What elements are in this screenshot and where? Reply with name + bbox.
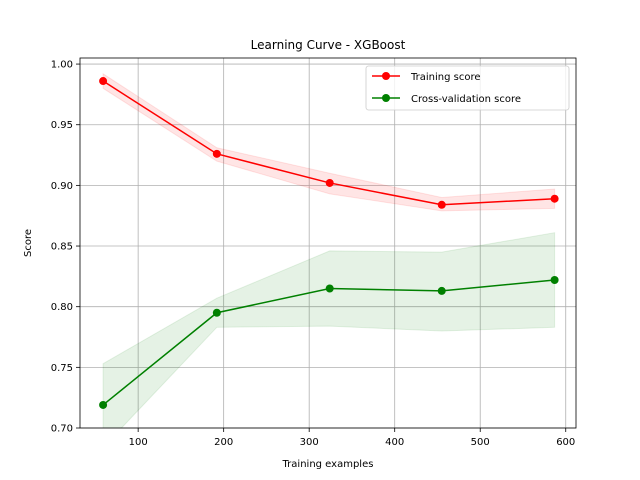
x-tick-label: 400 [385, 437, 404, 448]
legend-cv-score-label: Cross-validation score [411, 94, 521, 105]
y-axis-ticks: 0.70 0.75 0.80 0.85 0.90 0.95 1.00 [51, 60, 80, 435]
training-score-point [325, 178, 334, 187]
legend-box [365, 65, 570, 111]
chart-title: Learning Curve - XGBoost [251, 38, 406, 52]
cv-score-point [325, 284, 334, 293]
y-tick-label: 1.00 [51, 60, 73, 71]
y-tick-label: 0.85 [51, 242, 73, 253]
x-tick-label: 300 [300, 437, 319, 448]
training-score-point [212, 149, 221, 158]
cv-score-point [212, 308, 221, 317]
legend-training-score-label: Training score [410, 72, 481, 83]
x-tick-label: 200 [214, 437, 233, 448]
training-score-point [99, 77, 108, 86]
training-score-point [437, 200, 446, 209]
plot-frame [79, 57, 577, 429]
legend: Training score Cross-validation score [365, 65, 570, 111]
cv-score-point [99, 400, 108, 409]
y-tick-label: 0.95 [51, 120, 73, 131]
y-tick-label: 0.75 [51, 363, 73, 374]
training-score-point [550, 194, 559, 203]
legend-cv-score-marker [382, 94, 390, 102]
x-tick-label: 600 [556, 437, 575, 448]
cv-score-point [550, 276, 559, 284]
confidence-bands [102, 72, 556, 428]
x-tick-label: 500 [471, 437, 490, 448]
x-tick-label: 100 [129, 437, 148, 448]
x-axis-ticks: 100 200 300 400 500 600 [129, 428, 575, 448]
series-points [99, 77, 559, 409]
y-axis-label: Score [23, 229, 34, 257]
grid-layer [80, 58, 576, 429]
cv-score-band [102, 232, 556, 428]
y-tick-label: 0.70 [51, 424, 73, 435]
x-axis-label: Training examples [282, 459, 374, 470]
y-tick-label: 0.90 [51, 181, 73, 192]
y-tick-label: 0.80 [51, 302, 73, 313]
legend-training-score-marker [382, 72, 390, 80]
cv-score-point [437, 286, 446, 295]
